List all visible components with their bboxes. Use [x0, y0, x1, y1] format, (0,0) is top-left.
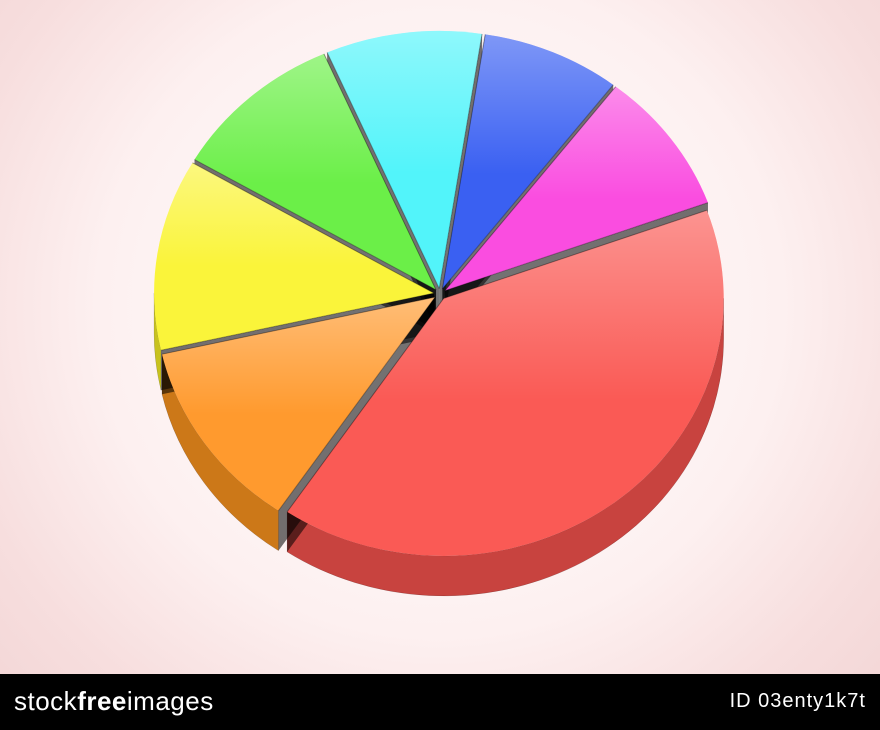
watermark-bar: stock free images ID 03enty1k7t [0, 674, 880, 730]
watermark-image-id: ID 03enty1k7t [730, 690, 866, 713]
watermark-brand-images: images [127, 686, 214, 717]
watermark-brand-stock: stock [14, 686, 77, 717]
pie-chart [140, 4, 740, 624]
watermark-brand-free: free [77, 686, 127, 717]
pie-chart-svg [140, 4, 740, 624]
watermark-brand: stock free images [14, 686, 730, 717]
